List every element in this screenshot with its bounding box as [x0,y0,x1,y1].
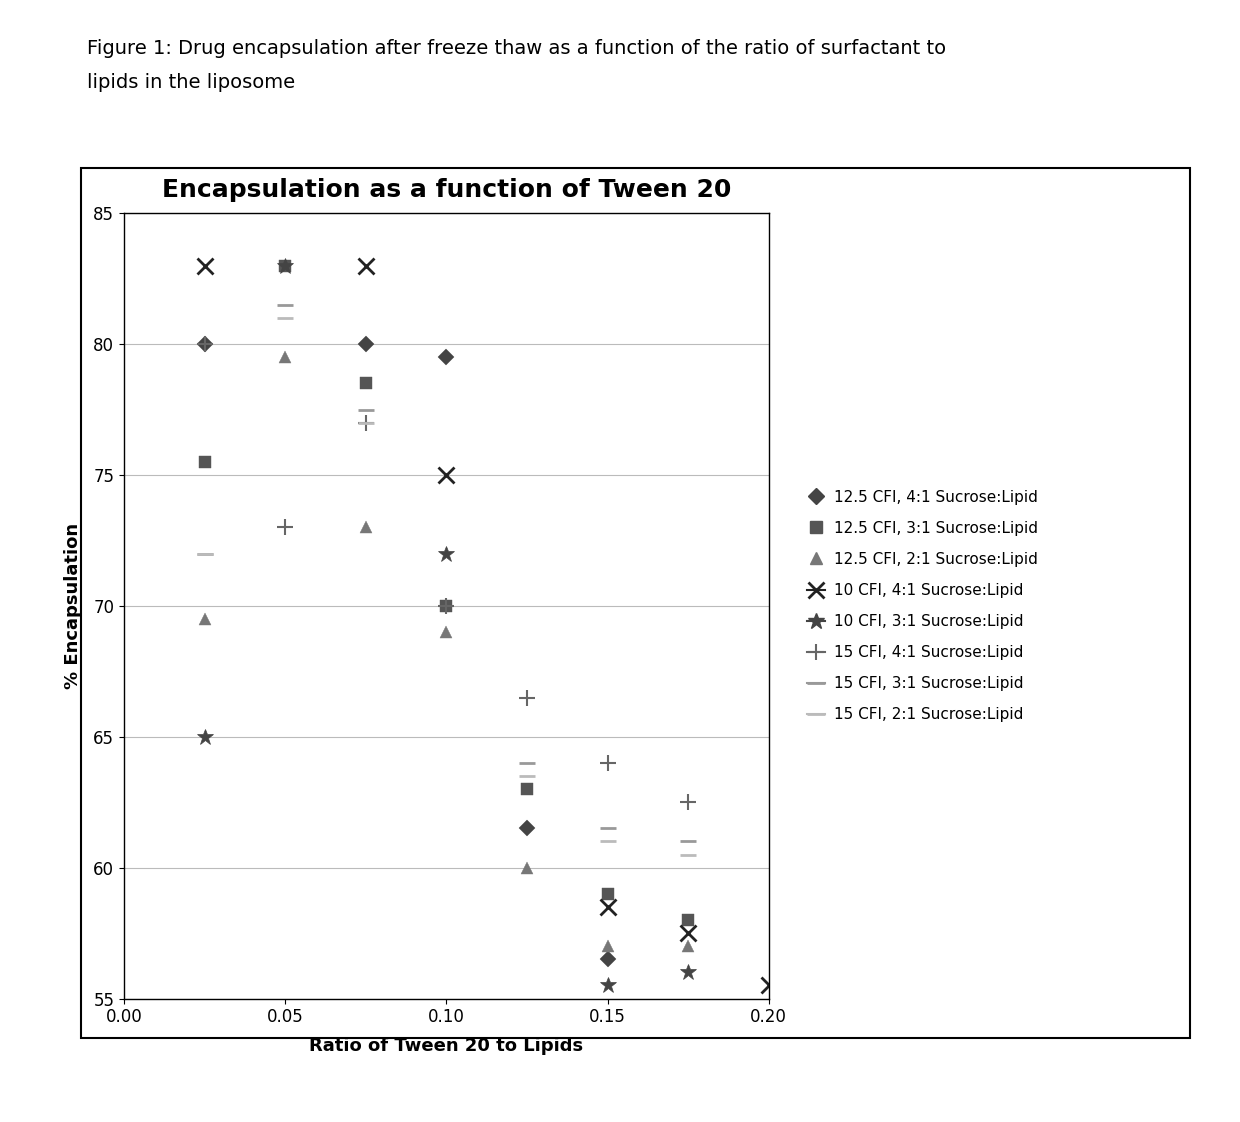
12.5 CFI, 3:1 Sucrose:Lipid [520,782,534,795]
12.5 CFI, 4:1 Sucrose:Lipid [197,338,212,351]
Line: 12.5 CFI, 2:1 Sucrose:Lipid: 12.5 CFI, 2:1 Sucrose:Lipid [198,351,694,953]
10 CFI, 4:1 Sucrose:Lipid [358,259,373,273]
Text: Figure 1: Drug encapsulation after freeze thaw as a function of the ratio of sur: Figure 1: Drug encapsulation after freez… [87,39,946,58]
15 CFI, 3:1 Sucrose:Lipid [278,298,293,312]
12.5 CFI, 2:1 Sucrose:Lipid [358,521,373,534]
10 CFI, 4:1 Sucrose:Lipid [197,259,212,273]
Line: 10 CFI, 4:1 Sucrose:Lipid: 10 CFI, 4:1 Sucrose:Lipid [197,258,776,993]
15 CFI, 3:1 Sucrose:Lipid [520,756,534,770]
15 CFI, 2:1 Sucrose:Lipid [278,311,293,324]
Line: 12.5 CFI, 3:1 Sucrose:Lipid: 12.5 CFI, 3:1 Sucrose:Lipid [198,259,694,927]
Line: 15 CFI, 4:1 Sucrose:Lipid: 15 CFI, 4:1 Sucrose:Lipid [197,337,696,810]
15 CFI, 4:1 Sucrose:Lipid [358,416,373,430]
15 CFI, 4:1 Sucrose:Lipid [197,338,212,351]
15 CFI, 4:1 Sucrose:Lipid [439,599,454,613]
10 CFI, 3:1 Sucrose:Lipid [197,730,212,744]
10 CFI, 4:1 Sucrose:Lipid [761,978,776,992]
10 CFI, 4:1 Sucrose:Lipid [600,900,615,913]
12.5 CFI, 3:1 Sucrose:Lipid [600,888,615,901]
10 CFI, 4:1 Sucrose:Lipid [439,468,454,481]
15 CFI, 3:1 Sucrose:Lipid [600,821,615,835]
15 CFI, 3:1 Sucrose:Lipid [197,546,212,560]
12.5 CFI, 2:1 Sucrose:Lipid [681,939,696,953]
10 CFI, 3:1 Sucrose:Lipid [681,966,696,980]
12.5 CFI, 2:1 Sucrose:Lipid [278,350,293,364]
12.5 CFI, 4:1 Sucrose:Lipid [520,821,534,835]
12.5 CFI, 2:1 Sucrose:Lipid [439,625,454,638]
Line: 10 CFI, 3:1 Sucrose:Lipid: 10 CFI, 3:1 Sucrose:Lipid [196,257,697,994]
Line: 12.5 CFI, 4:1 Sucrose:Lipid: 12.5 CFI, 4:1 Sucrose:Lipid [200,339,613,965]
15 CFI, 4:1 Sucrose:Lipid [681,795,696,809]
12.5 CFI, 3:1 Sucrose:Lipid [681,913,696,927]
15 CFI, 4:1 Sucrose:Lipid [600,756,615,770]
15 CFI, 3:1 Sucrose:Lipid [681,835,696,848]
12.5 CFI, 2:1 Sucrose:Lipid [520,861,534,874]
15 CFI, 4:1 Sucrose:Lipid [520,691,534,705]
10 CFI, 4:1 Sucrose:Lipid [681,927,696,940]
12.5 CFI, 2:1 Sucrose:Lipid [600,939,615,953]
10 CFI, 3:1 Sucrose:Lipid [278,259,293,273]
Legend: 12.5 CFI, 4:1 Sucrose:Lipid, 12.5 CFI, 3:1 Sucrose:Lipid, 12.5 CFI, 2:1 Sucrose:: 12.5 CFI, 4:1 Sucrose:Lipid, 12.5 CFI, 3… [802,485,1043,727]
10 CFI, 3:1 Sucrose:Lipid [439,546,454,560]
15 CFI, 3:1 Sucrose:Lipid [358,403,373,416]
15 CFI, 2:1 Sucrose:Lipid [358,416,373,430]
12.5 CFI, 4:1 Sucrose:Lipid [439,350,454,364]
12.5 CFI, 4:1 Sucrose:Lipid [358,338,373,351]
15 CFI, 4:1 Sucrose:Lipid [278,521,293,534]
Line: 15 CFI, 2:1 Sucrose:Lipid: 15 CFI, 2:1 Sucrose:Lipid [196,310,697,863]
15 CFI, 2:1 Sucrose:Lipid [681,848,696,862]
12.5 CFI, 4:1 Sucrose:Lipid [600,953,615,966]
15 CFI, 2:1 Sucrose:Lipid [520,770,534,783]
12.5 CFI, 3:1 Sucrose:Lipid [278,259,293,273]
X-axis label: Ratio of Tween 20 to Lipids: Ratio of Tween 20 to Lipids [309,1038,584,1056]
12.5 CFI, 3:1 Sucrose:Lipid [439,599,454,613]
Text: lipids in the liposome: lipids in the liposome [87,73,295,92]
12.5 CFI, 3:1 Sucrose:Lipid [197,456,212,469]
Y-axis label: % Encapsulation: % Encapsulation [64,523,82,689]
Title: Encapsulation as a function of Tween 20: Encapsulation as a function of Tween 20 [161,177,732,202]
15 CFI, 2:1 Sucrose:Lipid [600,835,615,848]
12.5 CFI, 2:1 Sucrose:Lipid [197,613,212,626]
10 CFI, 3:1 Sucrose:Lipid [600,978,615,992]
12.5 CFI, 3:1 Sucrose:Lipid [358,377,373,390]
Line: 15 CFI, 3:1 Sucrose:Lipid: 15 CFI, 3:1 Sucrose:Lipid [196,296,697,849]
15 CFI, 2:1 Sucrose:Lipid [197,546,212,560]
